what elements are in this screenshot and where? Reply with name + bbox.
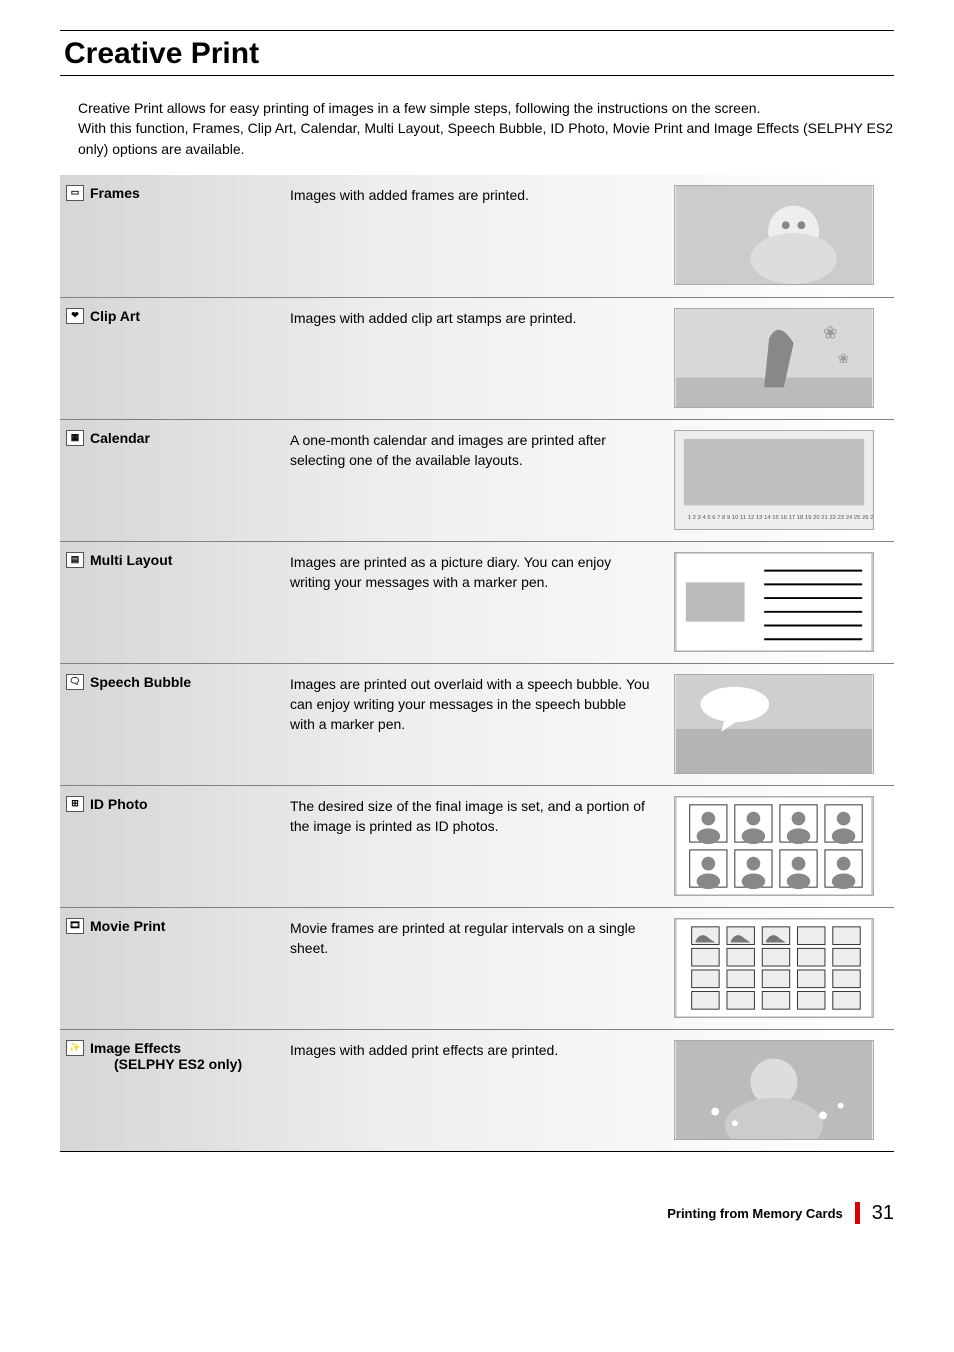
footer-page-number: 31: [872, 1202, 894, 1225]
feature-desc: Images are printed out overlaid with a s…: [290, 674, 674, 735]
feature-thumb: [674, 185, 874, 285]
feature-thumb: [674, 796, 874, 896]
page-footer: Printing from Memory Cards 31: [60, 1202, 894, 1225]
intro-text: Creative Print allows for easy printing …: [60, 98, 894, 159]
feature-desc: Images with added frames are printed.: [290, 185, 674, 205]
speech-icon: 🗨: [66, 674, 84, 690]
feature-label: Image Effects: [90, 1040, 181, 1056]
feature-desc: Images with added clip art stamps are pr…: [290, 308, 674, 328]
feature-desc: Images with added print effects are prin…: [290, 1040, 674, 1060]
svg-text:❀: ❀: [823, 322, 838, 342]
feature-label: ID Photo: [90, 796, 148, 812]
calendar-icon: ▦: [66, 430, 84, 446]
feature-name: 🎞 Movie Print: [60, 918, 290, 934]
feature-sublabel: (SELPHY ES2 only): [114, 1056, 242, 1072]
feature-row: ▭ Frames Images with added frames are pr…: [60, 175, 894, 297]
feature-row: 🗨 Speech Bubble Images are printed out o…: [60, 663, 894, 785]
effects-icon: ✨: [66, 1040, 84, 1056]
feature-name: ⊞ ID Photo: [60, 796, 290, 812]
feature-row: ▦ Calendar A one-month calendar and imag…: [60, 419, 894, 541]
feature-row: ⊞ ID Photo The desired size of the final…: [60, 785, 894, 907]
footer-accent-bar: [855, 1202, 860, 1224]
feature-row: ▤ Multi Layout Images are printed as a p…: [60, 541, 894, 663]
feature-name: ▭ Frames: [60, 185, 290, 201]
clipart-icon: ❤: [66, 308, 84, 324]
feature-thumb: [674, 552, 874, 652]
feature-label: Speech Bubble: [90, 674, 191, 690]
rule-bottom: [60, 1151, 894, 1152]
feature-label: Frames: [90, 185, 140, 201]
feature-thumb: ❀❀: [674, 308, 874, 408]
feature-row: ❤ Clip Art Images with added clip art st…: [60, 297, 894, 419]
feature-name: ❤ Clip Art: [60, 308, 290, 324]
feature-label: Movie Print: [90, 918, 165, 934]
feature-desc: A one-month calendar and images are prin…: [290, 430, 674, 471]
feature-name: ▦ Calendar: [60, 430, 290, 446]
rule-under-title: [60, 75, 894, 76]
features-table: ▭ Frames Images with added frames are pr…: [60, 175, 894, 1151]
frame-icon: ▭: [66, 185, 84, 201]
feature-thumb: 1 2 3 4 5 6 7 8 9 10 11 12 13 14 15 16 1…: [674, 430, 874, 530]
feature-name: ✨ Image Effects (SELPHY ES2 only): [60, 1040, 290, 1072]
movie-icon: 🎞: [66, 918, 84, 934]
multilayout-icon: ▤: [66, 552, 84, 568]
feature-row: 🎞 Movie Print Movie frames are printed a…: [60, 907, 894, 1029]
svg-text:❀: ❀: [838, 351, 850, 366]
idphoto-icon: ⊞: [66, 796, 84, 812]
feature-label: Clip Art: [90, 308, 140, 324]
svg-text:1 2 3 4 5 6 7 8 9 10 11 12 13: 1 2 3 4 5 6 7 8 9 10 11 12 13 14 15 16 1…: [688, 515, 873, 521]
feature-name: ▤ Multi Layout: [60, 552, 290, 568]
page-title: Creative Print: [60, 37, 894, 71]
feature-name: 🗨 Speech Bubble: [60, 674, 290, 690]
feature-desc: Images are printed as a picture diary. Y…: [290, 552, 674, 593]
feature-thumb: [674, 1040, 874, 1140]
feature-thumb: [674, 918, 874, 1018]
feature-row: ✨ Image Effects (SELPHY ES2 only) Images…: [60, 1029, 894, 1151]
feature-label: Multi Layout: [90, 552, 172, 568]
feature-desc: Movie frames are printed at regular inte…: [290, 918, 674, 959]
rule-top: [60, 30, 894, 31]
feature-desc: The desired size of the final image is s…: [290, 796, 674, 837]
feature-label: Calendar: [90, 430, 150, 446]
footer-section: Printing from Memory Cards: [667, 1206, 843, 1221]
feature-thumb: [674, 674, 874, 774]
